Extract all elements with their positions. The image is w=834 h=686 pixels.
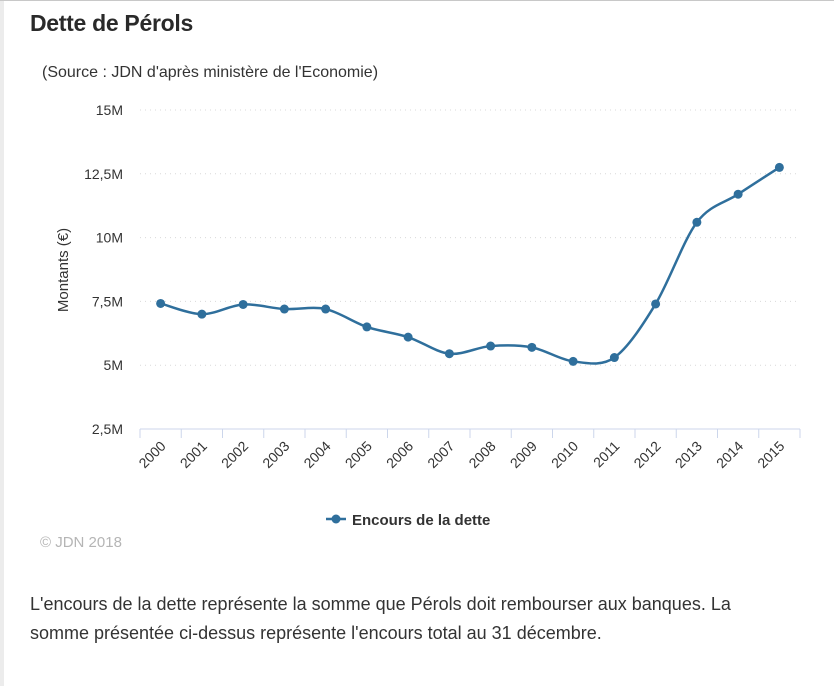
x-tick-label: 2007 (424, 438, 457, 471)
x-tick-label: 2011 (590, 438, 623, 471)
x-tick-label: 2004 (300, 438, 333, 471)
x-tick-label: 2013 (672, 438, 705, 471)
x-tick-label: 2012 (630, 438, 663, 471)
data-point-2000[interactable] (156, 298, 166, 308)
data-point-2001[interactable] (197, 309, 207, 319)
x-tick-label: 2010 (548, 438, 581, 471)
x-tick-label: 2006 (383, 438, 416, 471)
grid-lines (140, 109, 800, 366)
legend-marker-icon (331, 514, 341, 524)
data-point-2011[interactable] (609, 353, 619, 363)
data-point-2007[interactable] (444, 349, 454, 359)
data-point-2003[interactable] (279, 304, 289, 314)
x-tick-label: 2005 (342, 438, 375, 471)
y-axis-ticks: 2,5M 5M 7,5M 10M 12,5M 15M (84, 102, 123, 437)
legend-label: Encours de la dette (352, 512, 490, 529)
data-point-2014[interactable] (733, 189, 743, 199)
x-axis: 2000 2001 2002 2003 2004 2005 2006 2007 2008 2009… (135, 428, 801, 471)
description: L'encours de la dette représente la somm… (30, 594, 731, 643)
y-tick-label: 7,5M (92, 293, 123, 309)
series-line (160, 166, 781, 365)
y-tick-label: 15M (96, 102, 123, 118)
data-point-2015[interactable] (774, 162, 784, 172)
x-tick-label: 2003 (259, 438, 292, 471)
y-tick-label: 12,5M (84, 166, 123, 182)
data-point-2013[interactable] (692, 217, 702, 227)
x-tick-label: 2002 (218, 438, 251, 471)
x-tick-label: 2014 (713, 438, 746, 471)
data-point-2012[interactable] (651, 299, 661, 309)
chart-title: Dette de Pérols (30, 10, 193, 36)
x-tick-label: 2015 (754, 438, 787, 471)
x-tick-label: 2009 (507, 438, 540, 471)
data-point-2009[interactable] (527, 342, 537, 352)
data-point-2008[interactable] (486, 341, 496, 351)
top-border (0, 0, 834, 1)
x-tick-label: 2008 (465, 438, 498, 471)
y-tick-label: 5M (104, 357, 123, 373)
y-tick-label: 10M (96, 230, 123, 246)
legend[interactable]: Encours de la dette (326, 512, 490, 529)
y-axis-label: Montants (€) (55, 228, 72, 312)
credit[interactable]: © JDN 2018 (40, 534, 122, 551)
data-point-2002[interactable] (238, 299, 248, 309)
left-border (0, 1, 4, 686)
series-encours (156, 162, 784, 366)
data-point-2004[interactable] (321, 304, 331, 314)
x-tick-label: 2001 (177, 438, 210, 471)
data-point-2005[interactable] (362, 322, 372, 332)
data-point-2006[interactable] (403, 332, 413, 342)
y-tick-label: 2,5M (92, 421, 123, 437)
chart-source: (Source : JDN d'après ministère de l'Eco… (42, 64, 379, 81)
x-tick-label: 2000 (135, 438, 168, 471)
data-point-2010[interactable] (568, 356, 578, 366)
